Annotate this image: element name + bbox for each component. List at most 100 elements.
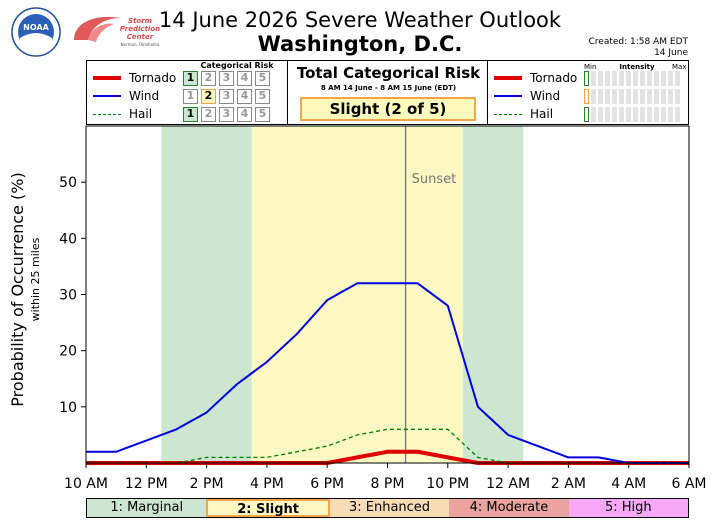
page-title: 14 June 2026 Severe Weather Outlook <box>158 8 562 32</box>
intensity-segment <box>633 71 638 86</box>
intensity-segment <box>675 89 680 104</box>
intensity-segment <box>619 89 624 104</box>
y-tick-label: 10 <box>59 400 77 416</box>
intensity-segment <box>647 107 652 122</box>
y-tick-label: 20 <box>59 344 77 360</box>
sunset-label: Sunset <box>412 172 457 187</box>
intensity-segment <box>619 71 624 86</box>
x-tick-label: 6 PM <box>310 476 344 492</box>
wind-line-swatch <box>93 95 121 97</box>
hail-line-swatch <box>494 113 522 115</box>
intensity-segment <box>626 71 631 86</box>
x-tick-label: 2 PM <box>190 476 224 492</box>
legend-row-wind: Wind <box>93 88 159 104</box>
intensity-max-label: Max <box>672 63 687 71</box>
risk-level-box: 3 <box>219 107 234 122</box>
intensity-segment <box>591 107 596 122</box>
intensity-segment <box>612 107 617 122</box>
total-risk-panel: Total Categorical Risk 8 AM 14 June - 8 … <box>287 60 488 125</box>
intensity-segment <box>640 107 645 122</box>
risk-level-box: 2 <box>201 89 216 104</box>
intensity-segment <box>647 89 652 104</box>
y-axis: 10 20 30 40 50 <box>59 175 86 416</box>
spc-logo-line2: Prediction <box>120 25 160 33</box>
category-2: 2: Slight <box>206 499 330 517</box>
intensity-segment <box>598 71 603 86</box>
intensity-segment <box>605 107 610 122</box>
total-risk-value: Slight (2 of 5) <box>300 97 476 121</box>
intensity-segment <box>633 107 638 122</box>
noaa-logo-text: NOAA <box>23 23 49 32</box>
risk-level-box: 5 <box>255 71 270 86</box>
series-line-wind <box>86 282 689 464</box>
risk-level-box: 1 <box>183 107 198 122</box>
intensity-segment <box>612 89 617 104</box>
category-3: 3: Enhanced <box>329 499 450 517</box>
intensity-segment <box>626 89 631 104</box>
intensity-segment <box>626 107 631 122</box>
category-bar: 1: Marginal 2: Slight 3: Enhanced 4: Modera… <box>86 498 689 518</box>
intensity-segment <box>654 89 659 104</box>
intensity-legend: Min Intensity Max Tornado Wind Hail <box>487 60 689 125</box>
spc-logo-line1: Storm <box>128 17 152 25</box>
wind-line-swatch <box>494 95 522 97</box>
x-tick-label: 4 PM <box>250 476 284 492</box>
y-tick-label: 50 <box>59 175 77 191</box>
category-4: 4: Moderate <box>449 499 569 517</box>
x-tick-label: 12 AM <box>486 476 530 492</box>
tornado-line-swatch <box>494 76 522 80</box>
intensity-segment <box>619 107 624 122</box>
x-tick-label: 10 AM <box>64 476 108 492</box>
total-risk-period: 8 AM 14 June - 8 AM 15 June (EDT) <box>320 84 457 92</box>
risk-level-box: 5 <box>255 89 270 104</box>
risk-level-box: 4 <box>237 89 252 104</box>
legend-row-hail: Hail <box>93 106 152 122</box>
intensity-segment <box>661 89 666 104</box>
x-tick-label: 12 PM <box>125 476 168 492</box>
risk-band-level-2 <box>251 126 463 463</box>
intensity-segment <box>654 71 659 86</box>
risk-shading <box>161 126 524 463</box>
probability-chart: Sunset 10 20 30 40 50 10 AM 12 PM 2 PM 4 PM 6 PM… <box>8 125 707 492</box>
risk-level-box: 4 <box>237 107 252 122</box>
intensity-row-hail: Hail <box>494 106 553 122</box>
tornado-line-swatch <box>93 76 121 80</box>
risk-level-box: 1 <box>183 89 198 104</box>
spc-logo-line3: Center <box>127 33 154 41</box>
x-axis: 10 AM 12 PM 2 PM 4 PM 6 PM 8 PM 10 PM 12 AM 2 AM… <box>64 463 707 492</box>
intensity-row-tornado: Tornado <box>494 70 577 86</box>
intensity-segment <box>668 71 673 86</box>
intensity-segment <box>605 89 610 104</box>
y-axis-sublabel: within 25 miles <box>29 237 42 321</box>
categorical-risk-header: Categorical Risk <box>200 61 274 70</box>
risk-level-box: 3 <box>219 71 234 86</box>
created-line1: Created: 1:58 AM EDT <box>588 37 688 47</box>
y-tick-label: 40 <box>59 231 77 247</box>
x-tick-label: 8 PM <box>371 476 405 492</box>
location-title: Washington, D.C. <box>257 32 463 56</box>
intensity-segment <box>612 71 617 86</box>
intensity-segment <box>675 107 680 122</box>
category-5: 5: High <box>568 499 689 517</box>
intensity-segment <box>654 107 659 122</box>
legend-row-tornado: Tornado <box>93 70 176 86</box>
spc-logo-sub: Norman, Oklahoma <box>121 42 160 47</box>
hail-line-swatch <box>93 113 121 115</box>
risk-level-box: 4 <box>237 71 252 86</box>
intensity-label-hail: Hail <box>530 107 554 121</box>
intensity-bar-tornado <box>584 71 682 86</box>
risk-level-box: 3 <box>219 89 234 104</box>
intensity-segment <box>647 71 652 86</box>
risk-level-box: 2 <box>201 107 216 122</box>
created-line2: 14 June <box>654 48 688 58</box>
intensity-segment <box>640 71 645 86</box>
x-tick-label: 2 AM <box>551 476 586 492</box>
intensity-min-label: Min <box>584 63 597 71</box>
intensity-segment <box>584 71 589 86</box>
intensity-segment <box>598 89 603 104</box>
intensity-segment <box>640 89 645 104</box>
intensity-label-tornado: Tornado <box>530 71 578 85</box>
